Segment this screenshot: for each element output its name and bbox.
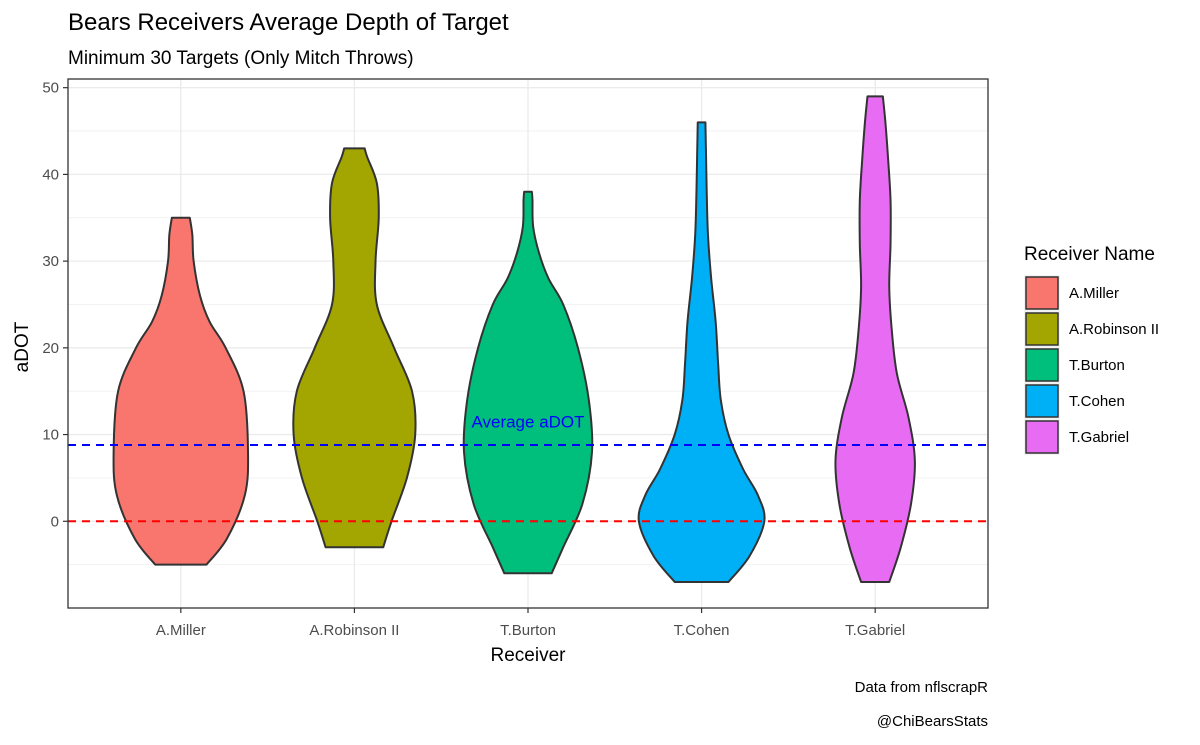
average-adot-label: Average aDOT [471,413,584,432]
violin-t-burton [462,190,594,575]
plot-panel: Average aDOT 0 10 20 30 40 50 A.Miller A.Robinso… [42,78,989,639]
legend-title: Receiver Name [1024,244,1155,265]
legend-swatch [1025,348,1059,382]
legend-swatch [1025,384,1059,418]
legend-label: T.Cohen [1069,393,1125,410]
y-tick-label: 20 [42,340,59,357]
caption-handle: @ChiBearsStats [877,713,988,730]
violin-t-gabriel [834,95,916,583]
legend-label: A.Robinson II [1069,321,1159,338]
chart-subtitle: Minimum 30 Targets (Only Mitch Throws) [68,48,414,69]
y-tick-label: 50 [42,80,59,97]
x-tick-label: A.Miller [156,622,206,639]
x-tick-label: T.Gabriel [845,622,905,639]
y-tick-label: 0 [51,513,59,530]
caption-source: Data from nflscrapR [855,679,989,696]
legend-swatch [1025,420,1059,454]
x-tick-label: T.Cohen [674,622,730,639]
y-axis-title: aDOT [12,321,33,372]
violin-a-miller [112,216,250,566]
violin-t-cohen [637,121,766,583]
y-tick-label: 30 [42,253,59,270]
x-tick-label: A.Robinson II [309,622,399,639]
legend-label: T.Burton [1069,357,1125,374]
legend-swatch [1025,276,1059,310]
y-tick-label: 10 [42,427,59,444]
violin-a-robinson-ii [292,147,417,549]
x-tick-label: T.Burton [500,622,556,639]
x-axis-title: Receiver [491,645,567,666]
chart-title: Bears Receivers Average Depth of Target [68,9,509,36]
legend: Receiver Name A.Miller A.Robinson II T.Bur… [1024,244,1159,455]
y-tick-label: 40 [42,166,59,183]
legend-label: A.Miller [1069,285,1119,302]
legend-swatch [1025,312,1059,346]
legend-label: T.Gabriel [1069,429,1129,446]
